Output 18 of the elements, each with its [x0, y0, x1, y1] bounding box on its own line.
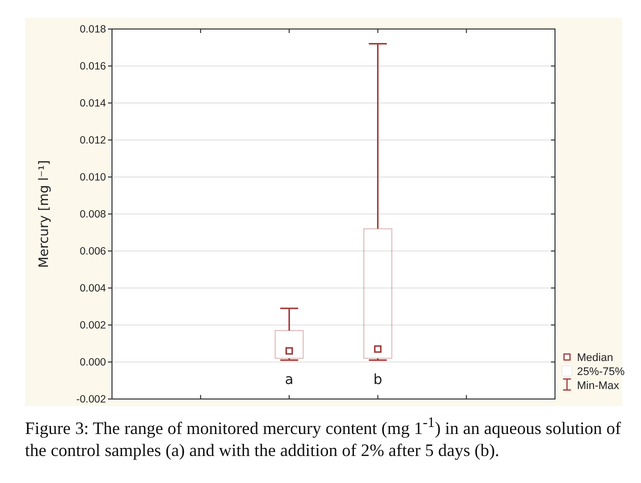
text: Min-Max [577, 380, 620, 392]
y-tick-label: 0.002 [80, 320, 106, 332]
y-axis-title: Mercury [mg l⁻¹] [37, 160, 52, 268]
y-tick-label: 0.016 [80, 60, 106, 73]
x-tick-label: b [373, 372, 382, 388]
y-tick-label: 0.006 [80, 246, 106, 258]
text: Median [577, 352, 614, 364]
y-tick-label: 0.018 [80, 24, 106, 36]
x-tick-label: a [284, 372, 294, 388]
caption: Figure 3: The range of monitored mercury content (mg 1$^{-1}$) in an aqueous solution of the control samples (a) and with the addition of 2% after 5 days (b). [24, 414, 622, 462]
y-tick-label: -0.002 [76, 394, 106, 406]
y-tick-label: 0.012 [80, 134, 106, 147]
y-tick-label: 0.000 [80, 356, 106, 369]
y-tick-label: 0.008 [80, 208, 106, 221]
y-tick-label: 0.014 [80, 98, 106, 110]
text: 25%-75% [577, 366, 625, 378]
y-tick-label: 0.004 [80, 282, 106, 295]
y-tick-label: 0.010 [80, 172, 106, 184]
